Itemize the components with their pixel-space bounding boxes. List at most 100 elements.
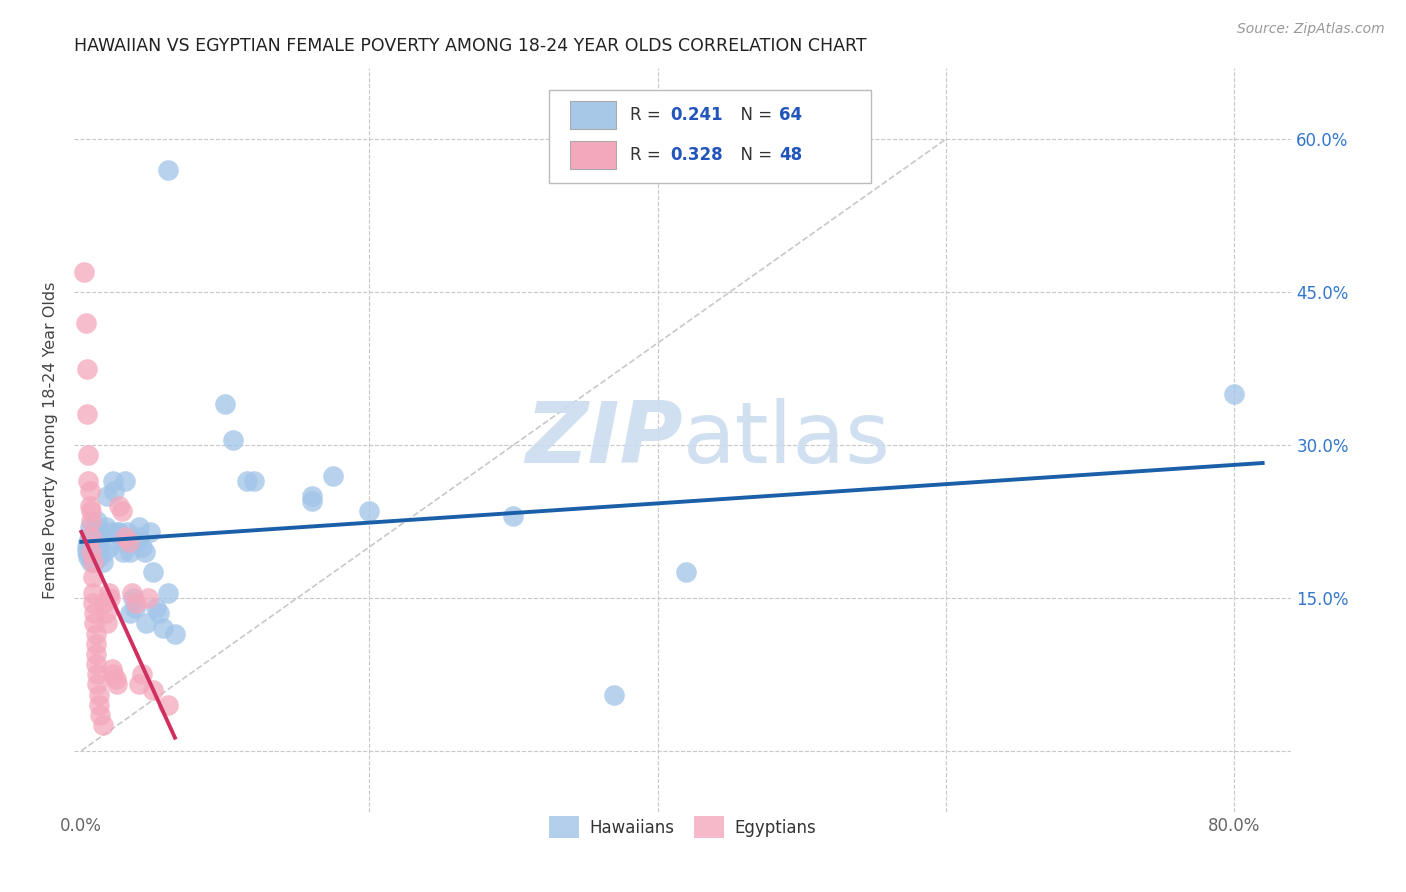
Point	[86, 540, 108, 554]
Text: 48: 48	[779, 146, 801, 164]
Point	[120, 545, 142, 559]
Point	[359, 504, 381, 518]
Point	[83, 616, 105, 631]
Point	[76, 408, 98, 422]
Legend: Hawaiians, Egyptians: Hawaiians, Egyptians	[543, 810, 823, 845]
Point	[121, 586, 143, 600]
Point	[131, 540, 153, 554]
Point	[124, 601, 146, 615]
Point	[1223, 387, 1246, 401]
Point	[301, 489, 323, 503]
Point	[87, 550, 110, 565]
Point	[77, 550, 100, 565]
Point	[112, 545, 135, 559]
Point	[156, 586, 179, 600]
Point	[221, 433, 243, 447]
Point	[82, 570, 104, 584]
Point	[98, 591, 121, 605]
Point	[128, 530, 150, 544]
Point	[82, 524, 104, 539]
Point	[128, 677, 150, 691]
Point	[84, 637, 107, 651]
Point	[603, 688, 626, 702]
Point	[104, 673, 127, 687]
Point	[79, 483, 101, 498]
Point	[87, 698, 110, 712]
FancyBboxPatch shape	[569, 101, 616, 129]
Point	[86, 515, 108, 529]
Point	[148, 606, 170, 620]
Point	[134, 545, 156, 559]
Point	[83, 534, 105, 549]
Point	[89, 708, 111, 723]
Point	[111, 534, 134, 549]
Point	[89, 540, 111, 554]
Text: R =: R =	[630, 146, 666, 164]
Point	[76, 540, 98, 554]
Point	[77, 474, 100, 488]
Point	[80, 530, 103, 544]
Y-axis label: Female Poverty Among 18-24 Year Olds: Female Poverty Among 18-24 Year Olds	[44, 281, 58, 599]
Text: atlas: atlas	[683, 399, 891, 482]
Point	[163, 626, 186, 640]
Point	[142, 566, 165, 580]
Point	[96, 616, 118, 631]
Point	[79, 499, 101, 513]
Point	[83, 606, 105, 620]
Text: 0.328: 0.328	[671, 146, 723, 164]
FancyBboxPatch shape	[548, 90, 872, 183]
Point	[87, 688, 110, 702]
Point	[156, 162, 179, 177]
Point	[214, 397, 236, 411]
Point	[107, 499, 129, 513]
Point	[82, 540, 104, 554]
Point	[80, 504, 103, 518]
Point	[152, 622, 174, 636]
Point	[111, 504, 134, 518]
Point	[675, 566, 697, 580]
Text: HAWAIIAN VS EGYPTIAN FEMALE POVERTY AMONG 18-24 YEAR OLDS CORRELATION CHART: HAWAIIAN VS EGYPTIAN FEMALE POVERTY AMON…	[75, 37, 866, 55]
Point	[84, 647, 107, 661]
Point	[156, 698, 179, 712]
Point	[103, 483, 125, 498]
Text: ZIP: ZIP	[526, 399, 683, 482]
Point	[84, 626, 107, 640]
Point	[139, 524, 162, 539]
Point	[93, 596, 115, 610]
Point	[77, 448, 100, 462]
Point	[79, 519, 101, 533]
Point	[243, 474, 266, 488]
Point	[82, 586, 104, 600]
Point	[80, 545, 103, 559]
Point	[75, 316, 97, 330]
Point	[76, 545, 98, 559]
Point	[86, 677, 108, 691]
Text: R =: R =	[630, 106, 666, 124]
Point	[94, 606, 117, 620]
Point	[125, 534, 148, 549]
Point	[87, 530, 110, 544]
Point	[114, 530, 136, 544]
Point	[322, 468, 344, 483]
Point	[122, 591, 145, 605]
Point	[236, 474, 259, 488]
Text: 0.241: 0.241	[671, 106, 723, 124]
Point	[94, 519, 117, 533]
Point	[120, 606, 142, 620]
Point	[100, 662, 122, 676]
Text: N =: N =	[730, 106, 778, 124]
Point	[90, 524, 112, 539]
FancyBboxPatch shape	[569, 141, 616, 169]
Point	[82, 596, 104, 610]
Point	[77, 534, 100, 549]
Point	[84, 657, 107, 672]
Point	[91, 718, 114, 732]
Point	[117, 524, 139, 539]
Text: 64: 64	[779, 106, 801, 124]
Point	[91, 555, 114, 569]
Point	[79, 530, 101, 544]
Point	[135, 616, 157, 631]
Point	[84, 524, 107, 539]
Point	[73, 265, 96, 279]
Point	[142, 682, 165, 697]
